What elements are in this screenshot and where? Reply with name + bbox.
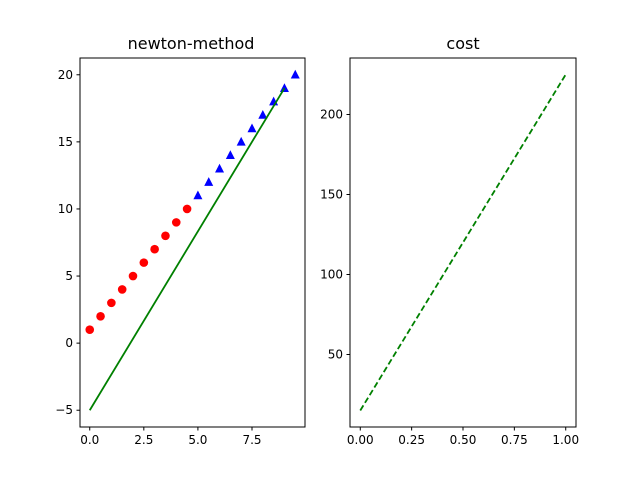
newton-method-axes-frame	[79, 57, 306, 428]
newton-method-title: newton-method	[128, 34, 255, 53]
newton-method-y-tick-label: 15	[58, 135, 73, 149]
newton-method-point-triangle	[258, 110, 268, 119]
newton-method-point-circle	[96, 312, 105, 321]
cost-panel: cost 0.00 0.25 0.50 0.75 1.00 50 100 150 200	[320, 34, 579, 447]
newton-method-point-circle	[107, 298, 116, 308]
cost-y-tick-label: 150	[320, 187, 343, 201]
cost-title: cost	[446, 34, 479, 53]
newton-method-x-tick-label: 5.0	[188, 433, 207, 447]
cost-plot-area: 0.00 0.25 0.50 0.75 1.00 50 100 150 200	[320, 74, 579, 447]
cost-x-tick-label: 0.75	[501, 433, 528, 447]
cost-axes-frame	[349, 57, 577, 428]
cost-series-line-0	[359, 74, 567, 411]
cost-y-tick-label: 50	[328, 348, 343, 362]
newton-method-y-tick-label: 10	[58, 202, 73, 216]
cost-x-tick-label: 0.25	[398, 433, 425, 447]
cost-y-tick-label: 200	[320, 107, 343, 121]
cost-y-tick-label: 100	[320, 268, 343, 282]
cost-x-tick-label: 1.00	[552, 433, 579, 447]
newton-method-point-triangle	[236, 136, 246, 146]
cost-x-tick-label: 0.00	[347, 433, 374, 447]
newton-method-point-circle	[171, 218, 181, 227]
newton-method-point-circle	[150, 244, 159, 254]
newton-method-point-circle	[128, 271, 138, 281]
newton-method-point-triangle	[247, 123, 257, 133]
newton-method-point-triangle	[193, 190, 203, 200]
newton-method-x-tick-label: 0.0	[80, 433, 99, 447]
newton-method-point-circle	[117, 285, 127, 294]
newton-method-point-circle	[85, 325, 95, 335]
newton-method-y-tick-label: 5	[65, 269, 73, 283]
newton-method-y-tick-label: −5	[55, 403, 73, 417]
newton-method-x-tick-label: 7.5	[242, 433, 261, 447]
newton-method-point-circle	[161, 231, 170, 241]
newton-method-plot-area: 0.0 2.5 5.0 7.5 −5 0 5 10 15 20	[55, 68, 300, 447]
newton-method-point-triangle	[204, 177, 214, 186]
newton-method-point-triangle	[225, 150, 235, 160]
newton-method-point-circle	[139, 258, 149, 267]
newton-method-x-tick-label: 2.5	[134, 433, 153, 447]
newton-method-y-tick-label: 20	[58, 68, 73, 82]
newton-method-point-triangle	[215, 163, 225, 173]
cost-x-tick-label: 0.50	[450, 433, 477, 447]
newton-method-series-line-2	[88, 87, 286, 411]
newton-method-point-circle	[182, 204, 192, 214]
newton-method-panel: newton-method 0.0 2.5 5.0 7.5 −5 0 5 10 15 20	[55, 34, 306, 447]
newton-method-point-triangle	[279, 83, 289, 92]
newton-method-y-tick-label: 0	[65, 336, 73, 350]
newton-method-point-triangle	[290, 69, 300, 79]
